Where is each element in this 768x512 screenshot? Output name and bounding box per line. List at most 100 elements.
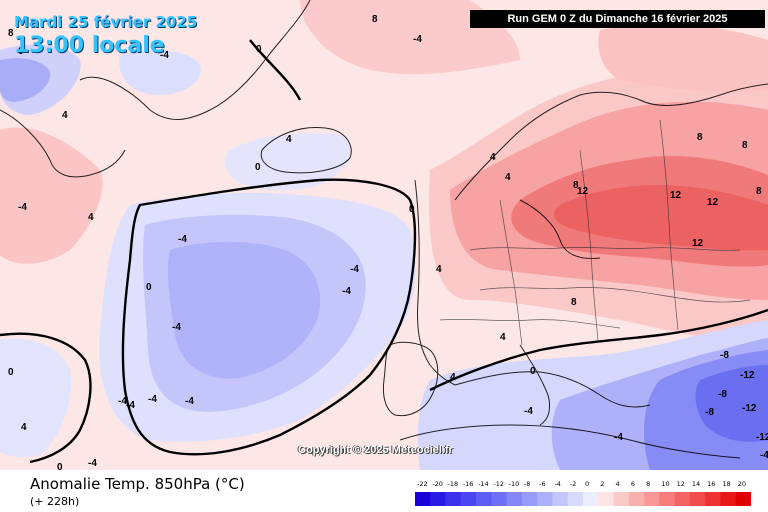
map-value-label: 0 bbox=[146, 282, 152, 293]
map-value-label: 0 bbox=[409, 204, 415, 215]
vertical-marker-left: 0 bbox=[18, 46, 24, 57]
legend-tick-label: 6 bbox=[631, 480, 635, 488]
legend-tick-label: -22 bbox=[417, 480, 428, 488]
legend-swatch bbox=[689, 492, 706, 506]
legend-swatches bbox=[415, 492, 751, 506]
map-value-label: -12 bbox=[756, 432, 768, 443]
legend-tick-label: 18 bbox=[722, 480, 730, 488]
map-value-label: -4 bbox=[18, 202, 27, 213]
map-value-label: 8 bbox=[8, 28, 14, 39]
legend-swatch bbox=[674, 492, 691, 506]
legend-tick-label: 4 bbox=[616, 480, 620, 488]
border-4 bbox=[579, 149, 599, 341]
legend-tick-label: 16 bbox=[707, 480, 715, 488]
legend-swatch bbox=[735, 492, 751, 506]
mediterranean-coast bbox=[454, 371, 651, 408]
map-value-label: 4 bbox=[450, 372, 456, 383]
legend-tick-label: -14 bbox=[478, 480, 489, 488]
map-value-label: -4 bbox=[160, 50, 169, 61]
map-value-label: -4 bbox=[350, 264, 359, 275]
cold-area-central-atlantic-core bbox=[167, 241, 321, 379]
map-value-label: 0 bbox=[530, 366, 536, 377]
map-value-label: -4 bbox=[760, 450, 768, 461]
zero-contour-west bbox=[0, 332, 92, 464]
forecast-date: Mardi 25 février 2025 bbox=[14, 13, 198, 31]
italy-coast bbox=[519, 344, 551, 426]
map-value-label: -4 bbox=[148, 394, 157, 405]
map-value-label: -8 bbox=[718, 389, 727, 400]
map-value-label: 4 bbox=[62, 110, 68, 121]
map-value-label: 4 bbox=[88, 212, 94, 223]
map-value-label: 12 bbox=[670, 190, 682, 201]
map-value-label: 0 bbox=[255, 162, 261, 173]
model-run-info: Run GEM 0 Z du Dimanche 16 février 2025 bbox=[470, 10, 765, 28]
map-value-label: 12 bbox=[707, 197, 719, 208]
zero-contour-atlantic bbox=[121, 178, 417, 456]
cold-area-iceland bbox=[224, 133, 351, 191]
map-value-label: -8 bbox=[705, 407, 714, 418]
map-value-label: 4 bbox=[21, 422, 27, 433]
iberia-coast bbox=[382, 341, 439, 417]
map-value-label: 8 bbox=[742, 140, 748, 151]
legend-tick-label: 2 bbox=[600, 480, 604, 488]
map-value-label: -4 bbox=[413, 34, 422, 45]
legend-swatch bbox=[552, 492, 569, 506]
legend-swatch bbox=[628, 492, 645, 506]
legend-tick-label: -20 bbox=[432, 480, 443, 488]
legend-swatch bbox=[460, 492, 477, 506]
border-3 bbox=[499, 199, 523, 346]
warm-area-west-atlantic bbox=[0, 127, 103, 264]
country-borders bbox=[439, 119, 751, 346]
legend-swatch bbox=[430, 492, 446, 506]
map-value-label: -4 bbox=[524, 406, 533, 417]
legend-tick-label: -6 bbox=[539, 480, 545, 488]
legend-tick-label: 20 bbox=[738, 480, 746, 488]
iceland-coast bbox=[260, 126, 352, 174]
legend-swatch bbox=[583, 492, 599, 506]
cold-area-greenland-sea bbox=[119, 49, 201, 95]
map-value-label: -8 bbox=[720, 350, 729, 361]
legend-swatch bbox=[659, 492, 675, 506]
legend-swatch bbox=[476, 492, 492, 506]
map-value-label: -4 bbox=[178, 234, 187, 245]
zero-contour-southeast bbox=[429, 308, 768, 392]
map-value-label: 8 bbox=[697, 132, 703, 143]
legend-tick-label: -2 bbox=[570, 480, 576, 488]
scandinavia-coast bbox=[454, 83, 768, 201]
legend-tick-labels: -22 -20 -18 -16 -14 -12 -10 -8 -6 -4 -2 0 2 4 6 8 10 12 14… bbox=[417, 480, 746, 488]
map-value-label: 4 bbox=[505, 172, 511, 183]
legend-tick-label: -12 bbox=[493, 480, 504, 488]
map-value-label: -4 bbox=[185, 396, 194, 407]
map-value-label: -12 bbox=[740, 370, 755, 381]
map-value-label: 8 bbox=[372, 14, 378, 25]
north-africa-coast bbox=[399, 424, 741, 459]
legend-swatch bbox=[506, 492, 523, 506]
legend-tick-label: -18 bbox=[448, 480, 459, 488]
cold-area-north-west-core bbox=[0, 58, 51, 102]
cold-area-south-west bbox=[0, 338, 71, 458]
legend-tick-label: 14 bbox=[692, 480, 700, 488]
legend-swatch bbox=[445, 492, 462, 506]
greenland-coast bbox=[79, 0, 311, 120]
legend-tick-label: -16 bbox=[463, 480, 474, 488]
map-value-label: 12 bbox=[577, 186, 589, 197]
map-value-label: -12 bbox=[742, 403, 757, 414]
legend-tick-label: 12 bbox=[677, 480, 685, 488]
variable-title: Anomalie Temp. 850hPa (°C) bbox=[30, 475, 245, 493]
legend-tick-label: -4 bbox=[554, 480, 560, 488]
copyright-notice: Copyright © 2025 Meteociel.fr bbox=[298, 444, 453, 456]
zero-contour-greenland bbox=[249, 39, 302, 101]
legend-swatch bbox=[705, 492, 721, 506]
border-2 bbox=[479, 287, 751, 303]
legend-tick-label: 8 bbox=[646, 480, 650, 488]
map-value-label: 4 bbox=[500, 332, 506, 343]
map-value-label: 0 bbox=[256, 44, 262, 55]
warm-peak-east-europe bbox=[554, 185, 768, 251]
border-5 bbox=[659, 119, 679, 331]
warm-area-north-atlantic bbox=[300, 0, 520, 75]
legend-swatch bbox=[567, 492, 584, 506]
border-1 bbox=[469, 247, 741, 251]
map-value-label: -4 bbox=[614, 432, 623, 443]
